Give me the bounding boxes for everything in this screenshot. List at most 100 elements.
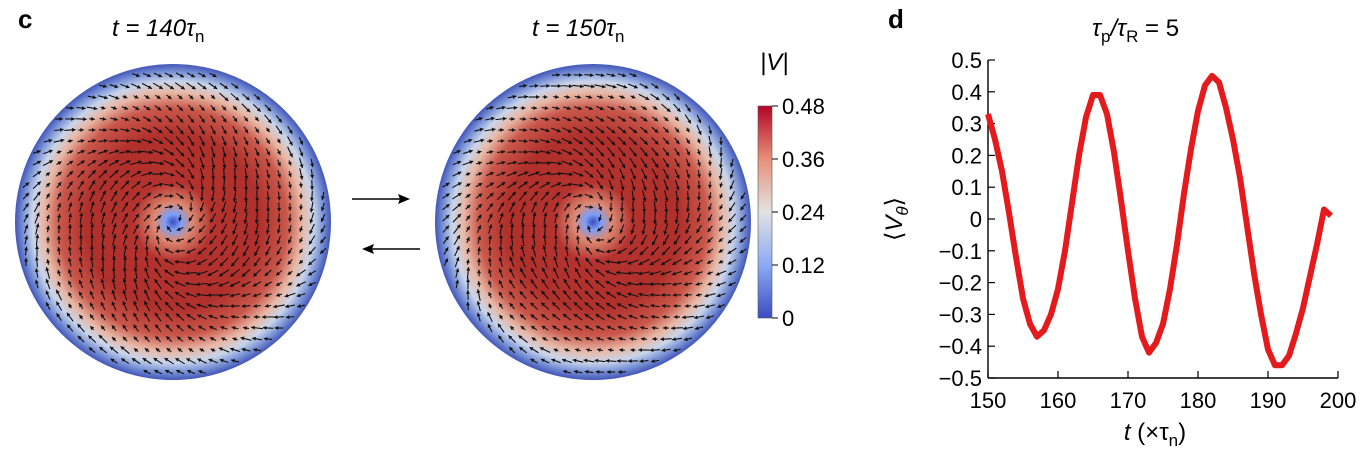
velocity-arrow [56,181,62,189]
velocity-arrow [477,269,482,277]
velocity-arrow [476,312,481,322]
velocity-arrow [498,257,503,267]
velocity-arrow [56,192,62,200]
velocity-arrow [465,259,470,265]
velocity-arrow [220,223,228,235]
left-disc [15,64,331,380]
velocity-arrow [553,202,559,212]
velocity-arrow [218,281,230,287]
velocity-arrow [164,279,174,289]
velocity-arrow [164,125,174,135]
velocity-arrow [276,292,282,297]
y-tick-label: −0.1 [939,239,982,264]
velocity-arrow [553,348,559,353]
velocity-arrow [244,157,249,169]
velocity-arrow [122,278,127,290]
velocity-arrow [594,358,606,363]
velocity-arrow [496,160,506,165]
velocity-arrow [564,213,570,223]
velocity-arrow [210,125,216,135]
velocity-arrow [208,358,218,364]
velocity-arrow [152,182,164,187]
velocity-arrow [605,302,617,310]
velocity-arrow [739,248,747,254]
velocity-arrow [253,347,261,352]
velocity-arrow [164,258,174,266]
velocity-arrow [77,139,85,143]
velocity-arrow [718,147,723,157]
velocity-arrow [574,204,582,210]
velocity-arrow [78,245,83,257]
velocity-arrow [661,303,671,308]
velocity-arrow [153,193,163,199]
velocity-arrow [244,168,249,180]
velocity-arrow [575,246,580,256]
velocity-arrow [583,84,595,89]
velocity-arrow [630,168,636,180]
velocity-arrow [132,105,140,111]
velocity-arrow [320,225,326,233]
velocity-arrow [132,202,140,212]
velocity-arrow [541,325,549,331]
velocity-arrow [89,190,95,202]
velocity-arrow [297,304,305,309]
velocity-arrow [133,324,139,332]
velocity-arrow [100,201,106,213]
velocity-arrow [120,117,130,122]
velocity-arrow [617,146,627,158]
velocity-arrow [595,238,605,243]
velocity-arrow [309,212,315,224]
velocity-arrow [638,303,650,308]
velocity-arrow [67,269,72,277]
y-axis-label-sub: θ [893,206,912,216]
velocity-arrow [605,358,617,363]
velocity-arrow [443,258,449,266]
velocity-arrow [209,72,217,78]
velocity-arrow [442,225,450,233]
velocity-arrow [598,214,602,222]
velocity-arrow [485,116,495,121]
velocity-arrow [573,193,583,198]
velocity-arrow [564,267,570,279]
velocity-arrow [708,125,713,135]
velocity-arrow [77,335,85,343]
velocity-arrow [550,182,562,188]
colorbar-ticks: 0.48 0.36 0.24 0.12 0 [772,94,825,331]
velocity-arrow [651,157,659,169]
velocity-arrow [476,225,482,233]
velocity-arrow [487,139,493,144]
velocity-arrow [175,136,185,146]
velocity-arrow [551,290,561,300]
velocity-arrow [98,149,108,155]
velocity-arrow [255,179,260,191]
velocity-arrow [275,258,283,266]
velocity-arrow [174,270,186,275]
velocity-arrow [232,212,238,224]
velocity-arrow [649,258,661,266]
y-axis-label-open: ⟨ [881,232,908,241]
x-tick-label: 170 [1110,388,1147,413]
velocity-arrow [673,103,681,113]
velocity-arrow [573,116,583,122]
velocity-arrow [608,348,614,353]
velocity-arrow [176,104,184,112]
velocity-arrow [519,302,527,310]
velocity-arrow [277,159,281,167]
velocity-arrow [616,303,628,309]
velocity-arrow [143,312,151,322]
velocity-arrow [649,292,661,297]
velocity-arrow [209,224,217,234]
velocity-arrow [186,72,196,78]
velocity-arrow [275,281,283,287]
velocity-arrow [175,72,185,78]
velocity-arrow [639,314,649,319]
velocity-arrow [708,135,713,147]
velocity-arrow [199,202,205,212]
velocity-arrow [55,289,63,301]
velocity-arrow [196,258,208,266]
velocity-arrow [46,214,50,222]
velocity-arrow [531,337,537,342]
velocity-arrow [88,180,96,190]
velocity-arrow [498,128,504,133]
velocity-arrow [727,224,737,234]
